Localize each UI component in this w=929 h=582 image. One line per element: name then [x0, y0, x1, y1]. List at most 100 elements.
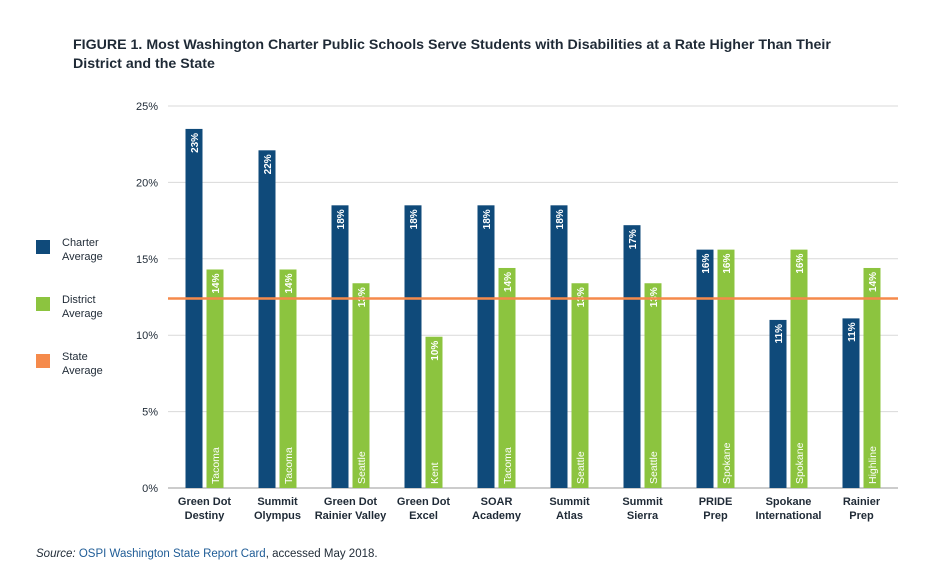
- district-bar-label: 14%: [284, 273, 295, 293]
- x-tick-label-line2: Academy: [472, 510, 522, 522]
- y-tick-label: 0%: [142, 483, 158, 495]
- x-tick-label-line1: Green Dot: [324, 496, 378, 508]
- x-axis-ticks: Green Dot Destiny Summit Olympus Green Dot Ra…: [178, 496, 881, 522]
- x-tick-label-line1: Green Dot: [178, 496, 232, 508]
- district-bar-label: 16%: [722, 254, 733, 274]
- district-name-label: Spokane: [721, 442, 733, 484]
- charter-bar-label: 11%: [774, 324, 785, 344]
- charter-bar-label: 11%: [847, 322, 858, 342]
- source-link[interactable]: OSPI Washington State Report Card: [78, 548, 266, 560]
- district-name-label: Seattle: [356, 451, 368, 484]
- charter-bar: [550, 205, 568, 488]
- x-tick-label-line1: Summit: [622, 496, 663, 508]
- charter-bar-label: 18%: [555, 209, 566, 229]
- x-tick-label-line1: Green Dot: [397, 496, 451, 508]
- district-bar-label: 10%: [430, 341, 441, 361]
- y-axis-ticks: 0% 5% 10% 15% 20% 25%: [136, 101, 158, 495]
- legend-swatch-district: [36, 297, 50, 311]
- x-tick-label: SOAR Academy: [472, 496, 522, 522]
- x-tick-label-line1: SOAR: [481, 496, 513, 508]
- legend-label-charter: Charter Average: [62, 236, 134, 264]
- x-tick-label-line2: Prep: [849, 510, 874, 522]
- legend-label-district-line1: District: [62, 294, 96, 306]
- district-name-label: Seattle: [575, 451, 587, 484]
- x-tick-label-line1: Rainier: [843, 496, 881, 508]
- district-name-label: Seattle: [648, 451, 660, 484]
- y-tick-label: 5%: [142, 407, 158, 419]
- charter-bar-label: 17%: [628, 229, 639, 249]
- district-bar: [644, 283, 662, 488]
- legend-label-district-line2: Average: [62, 308, 103, 320]
- district-name-label: Highline: [867, 446, 879, 484]
- legend-label-state: State Average: [62, 350, 134, 378]
- charter-bar: [623, 225, 641, 488]
- legend-label-charter-line2: Average: [62, 251, 103, 263]
- district-bar: [425, 336, 443, 488]
- x-tick-label-line2: Olympus: [254, 510, 301, 522]
- x-tick-label: Summit Olympus: [254, 496, 301, 522]
- chart-title: FIGURE 1. Most Washington Charter Public…: [73, 37, 831, 72]
- bars: 23% 14% Tacoma 22% 14% Tacoma 18% 13% Seattle 18%…: [185, 128, 881, 489]
- district-bar: [279, 269, 297, 488]
- charter-bar: [769, 319, 787, 488]
- x-tick-label-line1: Spokane: [766, 496, 812, 508]
- charter-bar-label: 18%: [482, 209, 493, 229]
- legend-label-district: District Average: [62, 293, 134, 321]
- x-tick-label: Green Dot Destiny: [178, 496, 232, 522]
- district-bar: [717, 249, 735, 488]
- district-name-label: Tacoma: [502, 447, 514, 484]
- gridlines: [168, 105, 898, 489]
- legend-swatch-charter: [36, 240, 50, 254]
- y-tick-label: 10%: [136, 330, 158, 342]
- x-tick-label-line1: PRIDE: [699, 496, 733, 508]
- x-tick-label: Summit Sierra: [622, 496, 663, 522]
- district-bar-label: 14%: [868, 272, 879, 292]
- x-tick-label-line2: Prep: [703, 510, 728, 522]
- district-bar: [790, 249, 808, 488]
- district-bar-label: 13%: [357, 287, 368, 307]
- x-tick-label: PRIDE Prep: [699, 496, 733, 522]
- x-tick-label: Spokane International: [755, 496, 821, 522]
- legend-swatch-state: [36, 354, 50, 368]
- x-tick-label-line2: Destiny: [185, 510, 226, 522]
- x-tick-label: Green Dot Rainier Valley: [315, 496, 387, 522]
- district-name-label: Kent: [429, 462, 441, 484]
- charter-bar: [185, 128, 203, 489]
- district-bar: [206, 269, 224, 488]
- legend-label-state-line1: State: [62, 351, 88, 363]
- x-tick-label-line1: Summit: [549, 496, 590, 508]
- legend-label-state-line2: Average: [62, 365, 103, 377]
- district-bar-label: 16%: [795, 254, 806, 274]
- charter-bar: [404, 205, 422, 488]
- legend-item-charter: Charter Average: [36, 236, 136, 268]
- legend-label-charter-line1: Charter: [62, 237, 99, 249]
- district-name-label: Spokane: [794, 442, 806, 484]
- x-tick-label-line2: Sierra: [627, 510, 659, 522]
- y-tick-label: 25%: [136, 101, 158, 113]
- x-tick-label: Summit Atlas: [549, 496, 590, 522]
- x-tick-label: Green Dot Excel: [397, 496, 451, 522]
- charter-bar-label: 22%: [263, 154, 274, 174]
- legend-item-district: District Average: [36, 293, 136, 325]
- charter-bar: [696, 249, 714, 488]
- district-bar-label: 13%: [649, 287, 660, 307]
- legend-item-state: State Average: [36, 350, 136, 382]
- x-tick-label-line2: Rainier Valley: [315, 510, 387, 522]
- district-bar-label: 14%: [211, 273, 222, 293]
- charter-bar-label: 23%: [190, 133, 201, 153]
- x-tick-label-line2: Atlas: [556, 510, 583, 522]
- district-bar-label: 14%: [503, 272, 514, 292]
- source-note: Source: OSPI Washington State Report Car…: [36, 548, 378, 560]
- y-tick-label: 20%: [136, 177, 158, 189]
- charter-bar: [331, 205, 349, 488]
- charter-bar: [842, 318, 860, 488]
- district-name-label: Tacoma: [283, 447, 295, 484]
- charter-bar: [477, 205, 495, 488]
- x-tick-label: Rainier Prep: [843, 496, 881, 522]
- district-name-label: Tacoma: [210, 447, 222, 484]
- x-tick-label-line1: Summit: [257, 496, 298, 508]
- source-suffix: , accessed May 2018.: [265, 548, 378, 560]
- charter-bar-label: 18%: [409, 209, 420, 229]
- x-tick-label-line2: Excel: [409, 510, 438, 522]
